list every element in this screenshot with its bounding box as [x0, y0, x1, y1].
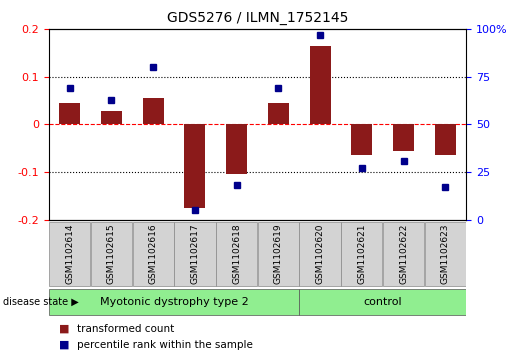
Bar: [351, 124, 372, 155]
Bar: [174, 222, 216, 286]
Text: control: control: [363, 297, 402, 307]
Bar: [216, 222, 258, 286]
Bar: [49, 222, 91, 286]
Bar: [258, 222, 299, 286]
Text: GSM1102614: GSM1102614: [65, 224, 74, 284]
Bar: [299, 222, 341, 286]
Bar: [184, 124, 205, 208]
Text: percentile rank within the sample: percentile rank within the sample: [77, 340, 253, 350]
Bar: [435, 124, 456, 155]
Text: GSM1102621: GSM1102621: [357, 224, 366, 284]
Text: GSM1102616: GSM1102616: [149, 224, 158, 285]
Text: transformed count: transformed count: [77, 323, 175, 334]
Text: GSM1102620: GSM1102620: [316, 224, 324, 284]
Bar: [341, 222, 383, 286]
Text: ■: ■: [59, 323, 70, 334]
Text: GDS5276 / ILMN_1752145: GDS5276 / ILMN_1752145: [167, 11, 348, 25]
Text: disease state ▶: disease state ▶: [3, 297, 78, 307]
Text: GSM1102617: GSM1102617: [191, 224, 199, 285]
Bar: [424, 222, 466, 286]
Bar: [101, 111, 122, 124]
Text: GSM1102622: GSM1102622: [399, 224, 408, 284]
Bar: [268, 103, 289, 124]
Bar: [132, 222, 174, 286]
Text: GSM1102618: GSM1102618: [232, 224, 241, 285]
Bar: [383, 222, 424, 286]
Text: ■: ■: [59, 340, 70, 350]
Bar: [59, 103, 80, 124]
Bar: [49, 289, 299, 315]
Text: Myotonic dystrophy type 2: Myotonic dystrophy type 2: [100, 297, 248, 307]
Text: GSM1102619: GSM1102619: [274, 224, 283, 285]
Bar: [143, 98, 164, 124]
Bar: [299, 289, 466, 315]
Text: GSM1102615: GSM1102615: [107, 224, 116, 285]
Text: GSM1102623: GSM1102623: [441, 224, 450, 284]
Bar: [91, 222, 132, 286]
Bar: [226, 124, 247, 174]
Bar: [310, 46, 331, 124]
Bar: [393, 124, 414, 151]
